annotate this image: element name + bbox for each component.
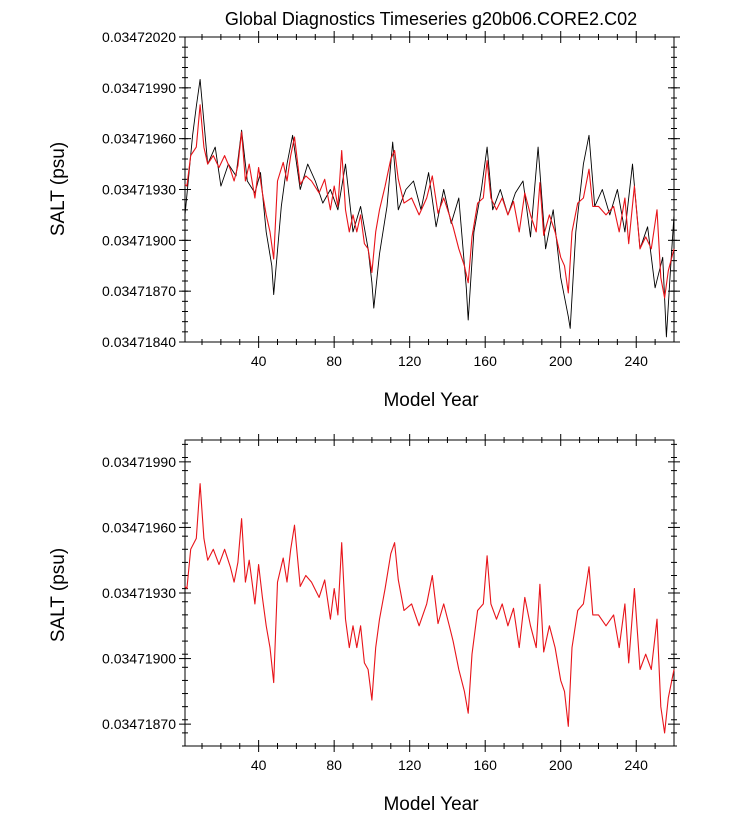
series-layer xyxy=(184,78,675,338)
x-tick-label: 200 xyxy=(549,757,573,773)
bottom-chart: 0.03471870 0.03471900 0.03471930 0.03471960… xyxy=(48,434,680,815)
y-tick-label: 0.03471960 xyxy=(102,519,176,535)
x-tick-label: 80 xyxy=(326,353,342,369)
x-tick-label: 240 xyxy=(625,353,649,369)
y-tick-label: 0.03471930 xyxy=(102,585,176,601)
y-tick-label: 0.03472020 xyxy=(102,29,176,45)
series-line-annual-mean xyxy=(184,104,675,299)
top-chart: Global Diagnostics Timeseries g20b06.COR… xyxy=(48,9,680,411)
series-layer xyxy=(184,483,675,734)
x-tick-label: 160 xyxy=(474,353,498,369)
x-tick-label: 240 xyxy=(625,757,649,773)
x-tick-label: 40 xyxy=(251,353,267,369)
y-axis-title: SALT (psu) xyxy=(48,548,69,642)
y-tick-label: 0.03471900 xyxy=(102,232,176,248)
y-axis-title: SALT (psu) xyxy=(48,142,69,236)
plot-frame xyxy=(184,439,675,747)
y-tick-label: 0.03471870 xyxy=(102,716,176,732)
y-tick-label: 0.03471840 xyxy=(102,334,176,350)
x-tick-label: 160 xyxy=(474,757,498,773)
tick-marks xyxy=(179,31,680,348)
tick-marks xyxy=(179,434,680,752)
chart-title: Global Diagnostics Timeseries g20b06.COR… xyxy=(225,9,637,29)
y-tick-labels: 0.03471840 0.03471870 0.03471900 0.03471930… xyxy=(102,29,176,350)
y-tick-label: 0.03471960 xyxy=(102,131,176,147)
plot-frame xyxy=(184,36,675,343)
y-tick-label: 0.03471870 xyxy=(102,283,176,299)
y-tick-label: 0.03471930 xyxy=(102,182,176,198)
series-line-annual-mean xyxy=(184,483,675,734)
x-tick-labels: 40 80 120 160 200 240 xyxy=(251,353,648,369)
x-tick-labels: 40 80 120 160 200 240 xyxy=(251,757,648,773)
x-tick-label: 40 xyxy=(251,757,267,773)
x-tick-label: 80 xyxy=(326,757,342,773)
y-tick-labels: 0.03471870 0.03471900 0.03471930 0.03471960… xyxy=(102,454,176,732)
x-tick-label: 120 xyxy=(398,353,422,369)
x-tick-label: 120 xyxy=(398,757,422,773)
y-tick-label: 0.03471990 xyxy=(102,80,176,96)
series-line-monthly xyxy=(184,78,675,338)
x-axis-title: Model Year xyxy=(383,390,479,411)
y-tick-label: 0.03471990 xyxy=(102,454,176,470)
x-tick-label: 200 xyxy=(549,353,573,369)
y-tick-label: 0.03471900 xyxy=(102,651,176,667)
x-axis-title: Model Year xyxy=(383,794,479,815)
